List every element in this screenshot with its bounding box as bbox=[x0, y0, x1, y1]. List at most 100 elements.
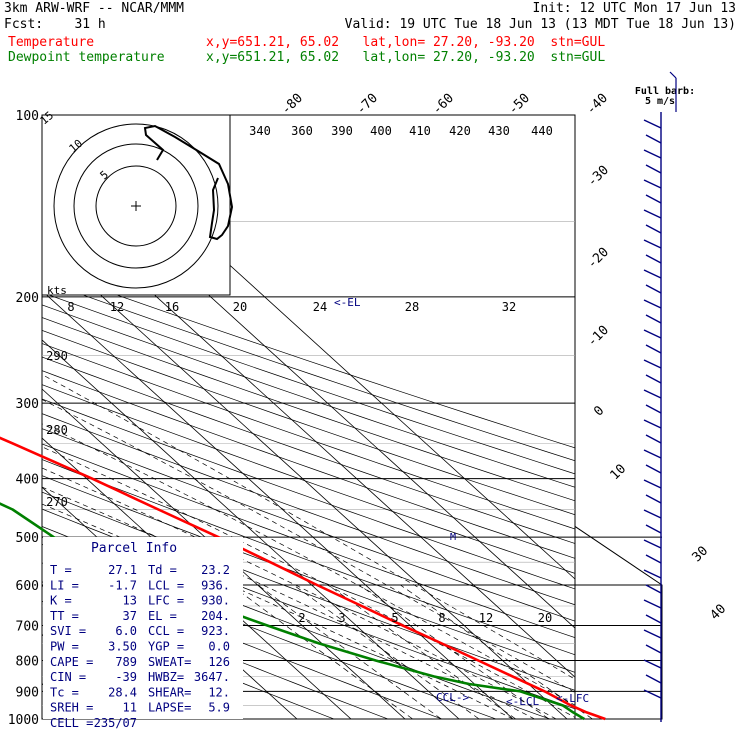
theta-label: 420 bbox=[449, 124, 471, 138]
wind-barb bbox=[643, 539, 662, 549]
hodo-speed-label: 28 bbox=[405, 300, 419, 314]
mixing-ratio-label: 2 bbox=[298, 611, 305, 625]
pressure-tick-label: 1000 bbox=[8, 713, 39, 728]
wind-barb bbox=[643, 629, 662, 639]
hodo-speed-label: 8 bbox=[67, 300, 74, 314]
parcel-info-value: 204. bbox=[201, 609, 230, 623]
lcl-marker: <-LCL bbox=[506, 695, 539, 708]
isotherm-label: 30 bbox=[690, 544, 712, 566]
wind-barb bbox=[645, 254, 662, 264]
wind-barb bbox=[645, 404, 662, 414]
hodo-speed-label: 16 bbox=[165, 300, 179, 314]
full-barb-example bbox=[669, 71, 677, 79]
parcel-info-key: CCL = bbox=[148, 624, 184, 638]
parcel-info-value: 3.50 bbox=[108, 640, 137, 654]
wind-barb bbox=[645, 224, 662, 234]
full-barb-value: 5 m/s bbox=[645, 96, 675, 107]
forecast-hour: Fcst: 31 h bbox=[4, 17, 106, 32]
isotherm bbox=[42, 339, 460, 719]
parcel-info-key: LFC = bbox=[148, 594, 184, 608]
parcel-info-value: 789 bbox=[115, 655, 137, 669]
dry-adiabat bbox=[42, 428, 575, 622]
dry-adiabat bbox=[42, 304, 575, 488]
wind-barb bbox=[645, 284, 662, 294]
parcel-info-title: Parcel Info bbox=[91, 541, 177, 556]
wind-barb bbox=[645, 674, 662, 684]
pressure-tick-label: 900 bbox=[16, 685, 39, 700]
mixing-ratio-line bbox=[230, 584, 413, 719]
mixing-ratio-label: 5 bbox=[391, 611, 398, 625]
isotherm-label: -40 bbox=[584, 91, 611, 118]
dry-adiabat bbox=[42, 292, 575, 475]
moist-adiabat bbox=[42, 374, 575, 680]
mixing-ratio-label: 8 bbox=[438, 611, 445, 625]
pressure-tick-label: 600 bbox=[16, 579, 39, 594]
parcel-info-value: -1.7 bbox=[108, 578, 137, 592]
parcel-marker: M bbox=[450, 532, 456, 543]
mixing-ratio-line bbox=[359, 584, 550, 719]
isotherm-label: -20 bbox=[585, 245, 612, 272]
parcel-info-value: 3647. bbox=[194, 670, 230, 684]
pressure-tick-label: 700 bbox=[16, 619, 39, 634]
hodograph-ring bbox=[73, 143, 199, 269]
wind-barb bbox=[643, 659, 662, 669]
parcel-info-value: 126 bbox=[208, 655, 230, 669]
wind-barb bbox=[643, 119, 662, 129]
wind-barb bbox=[645, 314, 662, 324]
isotherm-label: -30 bbox=[585, 163, 612, 190]
parcel-info-value: 923. bbox=[201, 624, 230, 638]
parcel-info-key: Td = bbox=[148, 563, 177, 577]
dewpoint-legend-info: x,y=651.21, 65.02 lat,lon= 27.20, -93.20… bbox=[206, 50, 606, 65]
parcel-info-value: 235/07 bbox=[94, 716, 137, 730]
temperature-legend-info: x,y=651.21, 65.02 lat,lon= 27.20, -93.20… bbox=[206, 35, 606, 50]
parcel-info-key: CELL = bbox=[50, 716, 93, 730]
wind-barb bbox=[645, 584, 662, 594]
mixing-ratio-label: 3 bbox=[338, 611, 345, 625]
parcel-info-key: YGP = bbox=[148, 640, 184, 654]
parcel-info-value: 0.0 bbox=[208, 640, 230, 654]
hodo-speed-label: 12 bbox=[110, 300, 124, 314]
hodograph-units-label: kts bbox=[47, 284, 67, 297]
isotherm-label: -50 bbox=[506, 91, 533, 118]
parcel-info-value: 28.4 bbox=[108, 685, 137, 699]
wind-barb bbox=[643, 209, 662, 219]
dry-adiabat bbox=[42, 475, 575, 673]
wind-barb bbox=[643, 569, 662, 579]
wind-barb bbox=[645, 344, 662, 354]
theta-label: 270 bbox=[46, 495, 68, 509]
theta-label: 290 bbox=[46, 349, 68, 363]
wind-barb bbox=[643, 239, 662, 249]
isotherm bbox=[42, 388, 406, 719]
parcel-info-key: SHEAR= bbox=[148, 685, 191, 699]
wind-barb bbox=[645, 134, 662, 144]
mixing-ratio-label: 12 bbox=[479, 611, 493, 625]
wind-barb bbox=[643, 479, 662, 489]
wind-barb bbox=[645, 614, 662, 624]
parcel-info-value: 13 bbox=[123, 594, 137, 608]
parcel-info-key: SVI = bbox=[50, 624, 86, 638]
pressure-tick-label: 800 bbox=[16, 654, 39, 669]
parcel-info-key: K = bbox=[50, 594, 72, 608]
wind-barb bbox=[645, 494, 662, 504]
dry-adiabat bbox=[42, 317, 575, 502]
parcel-info-key: HWBZ= bbox=[148, 670, 184, 684]
parcel-info-key: LCL = bbox=[148, 578, 184, 592]
lfc-marker: <-LFC bbox=[556, 692, 589, 705]
dry-adiabat bbox=[42, 413, 575, 606]
ccl-marker: CCL-> bbox=[436, 691, 469, 704]
moist-adiabat bbox=[42, 503, 514, 719]
wind-box-outline bbox=[574, 526, 663, 720]
isotherm-label: -70 bbox=[354, 91, 381, 118]
pressure-tick-label: 400 bbox=[16, 473, 39, 488]
wind-barb bbox=[643, 689, 662, 699]
dry-adiabat bbox=[42, 343, 575, 530]
parcel-info-value: 12. bbox=[208, 685, 230, 699]
parcel-info-key: LAPSE= bbox=[148, 701, 191, 715]
isotherm bbox=[42, 290, 514, 719]
mixing-ratio-label: 20 bbox=[538, 611, 552, 625]
full-barb-label: Full barb: bbox=[635, 86, 695, 97]
hodo-speed-label: 20 bbox=[233, 300, 247, 314]
temperature-legend-label: Temperature bbox=[8, 35, 95, 50]
parcel-info-value: 6.0 bbox=[115, 624, 137, 638]
wind-barb bbox=[645, 644, 662, 654]
